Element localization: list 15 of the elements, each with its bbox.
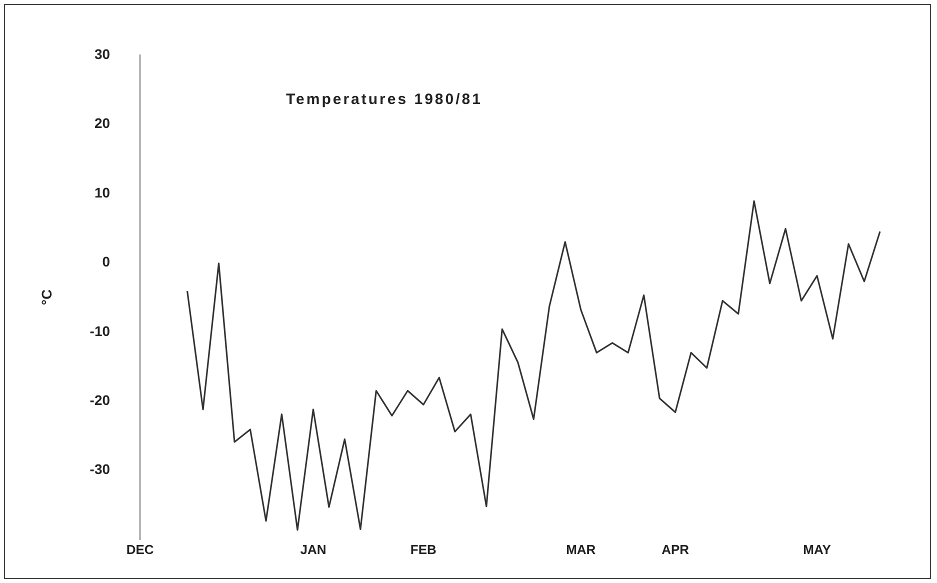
y-tick-label: 30 [94,46,110,62]
x-tick-label: DEC [126,542,154,557]
y-tick-label: -10 [90,322,110,339]
y-tick-label: -30 [90,461,110,478]
x-tick-label: MAY [803,542,832,557]
y-axis-title: °C [38,289,54,306]
y-tick-label: -20 [90,392,110,408]
x-tick-label: FEB [410,542,436,557]
y-tick-label: 10 [94,184,110,200]
text: Temperatures 1980/81 [286,91,482,108]
y-tick-label: 20 [94,115,110,132]
x-tick-label: JAN [300,542,326,557]
x-tick-label: APR [662,542,690,557]
x-tick-label: MAR [566,542,596,557]
y-tick-label: 0 [102,254,110,270]
